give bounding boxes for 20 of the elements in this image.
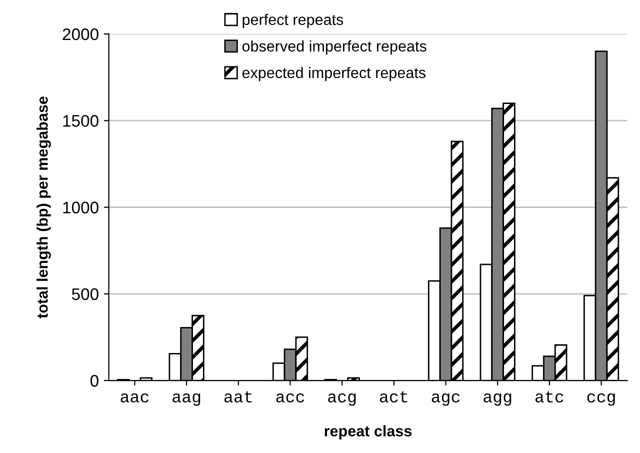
y-tick-label: 500 — [72, 288, 98, 300]
x-tick-label: agg — [484, 393, 512, 406]
legend-label: expected imperfect repeats — [242, 66, 426, 82]
y-tick-label: 0 — [90, 374, 98, 387]
x-tick-label: ccg — [587, 393, 615, 406]
x-tick-label: aac — [120, 393, 149, 402]
x-tick-label: atc — [535, 391, 564, 402]
y-axis-title: total length (bp) per megabase — [36, 96, 51, 318]
x-tick-label: aat — [224, 391, 252, 402]
legend-label: perfect repeats — [242, 14, 344, 28]
x-tick-label: acg — [328, 393, 356, 406]
y-tick-label: 1000 — [63, 202, 98, 214]
legend-label: observed imperfect repeats — [242, 40, 426, 55]
x-tick-label: agc — [432, 393, 460, 406]
x-tick-label: acc — [276, 393, 304, 402]
x-tick-label: act — [380, 391, 408, 402]
x-axis-title: repeat class — [324, 425, 412, 440]
x-tick-label: aag — [172, 393, 200, 406]
y-tick-label: 1500 — [63, 115, 98, 127]
y-tick-label: 2000 — [62, 28, 98, 40]
